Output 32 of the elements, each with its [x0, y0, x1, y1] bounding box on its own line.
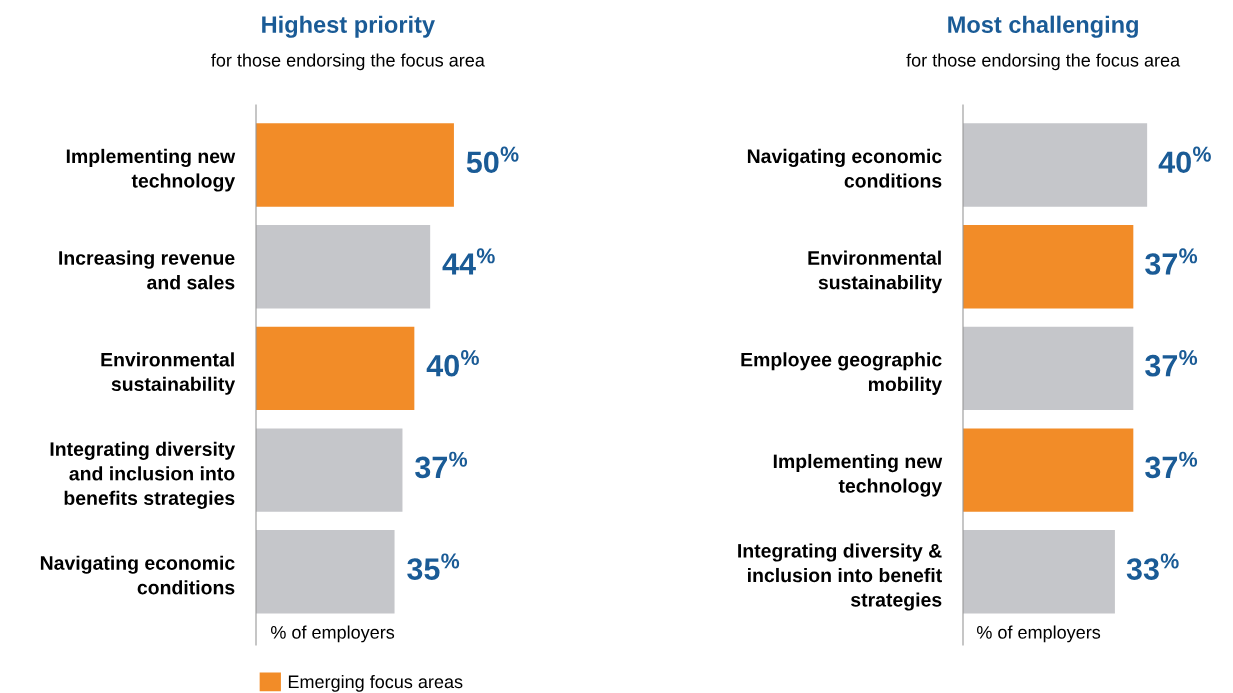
y-tick-label: Navigating economic conditions: [40, 555, 235, 595]
bar: [256, 123, 454, 207]
bar: [256, 326, 415, 411]
data-label: 44$^{%}$: [442, 248, 495, 275]
bar: [256, 225, 431, 309]
data-label: 50$^{%}$: [466, 146, 519, 174]
y-tick-label: Implementing new technology: [773, 453, 943, 497]
bar: [256, 428, 403, 512]
x-axis-title: % of employers: [976, 625, 1101, 643]
x-axis-title: % of employers: [270, 625, 395, 643]
chart-title: Most challenging: [948, 15, 1138, 38]
data-label: 35$^{%}$: [407, 553, 460, 580]
chart-title: Highest priority: [262, 15, 435, 38]
y-tick-label: Employee geographic mobility: [741, 352, 943, 395]
y-tick-label: Navigating economic conditions: [747, 148, 942, 188]
chart-subtitle: for those endorsing the focus area: [211, 53, 485, 71]
y-tick-label: Integrating diversity and inclusion into benefits strategies: [50, 441, 236, 509]
y-tick-label: Implementing new technology: [66, 148, 236, 192]
chart-subtitle: for those endorsing the focus area: [906, 53, 1181, 71]
y-tick-label: Environmental sustainability: [808, 250, 943, 294]
data-label: 37$^{%}$: [1145, 248, 1198, 275]
y-tick-label: Environmental sustainability: [101, 352, 236, 395]
data-label: 37$^{%}$: [1145, 451, 1198, 479]
y-tick-label: Increasing revenue and sales: [59, 250, 235, 290]
y-tick-label: Integrating diversity & inclusion into benefit strategies: [738, 543, 942, 611]
data-label: 40$^{%}$: [426, 350, 479, 377]
bar: [256, 530, 395, 614]
legend-label: Emerging focus areas: [288, 674, 463, 692]
data-label: 33$^{%}$: [1126, 553, 1179, 580]
data-label: 37$^{%}$: [415, 451, 468, 479]
data-label: 37$^{%}$: [1145, 350, 1198, 377]
data-label: 40$^{%}$: [1158, 146, 1211, 174]
